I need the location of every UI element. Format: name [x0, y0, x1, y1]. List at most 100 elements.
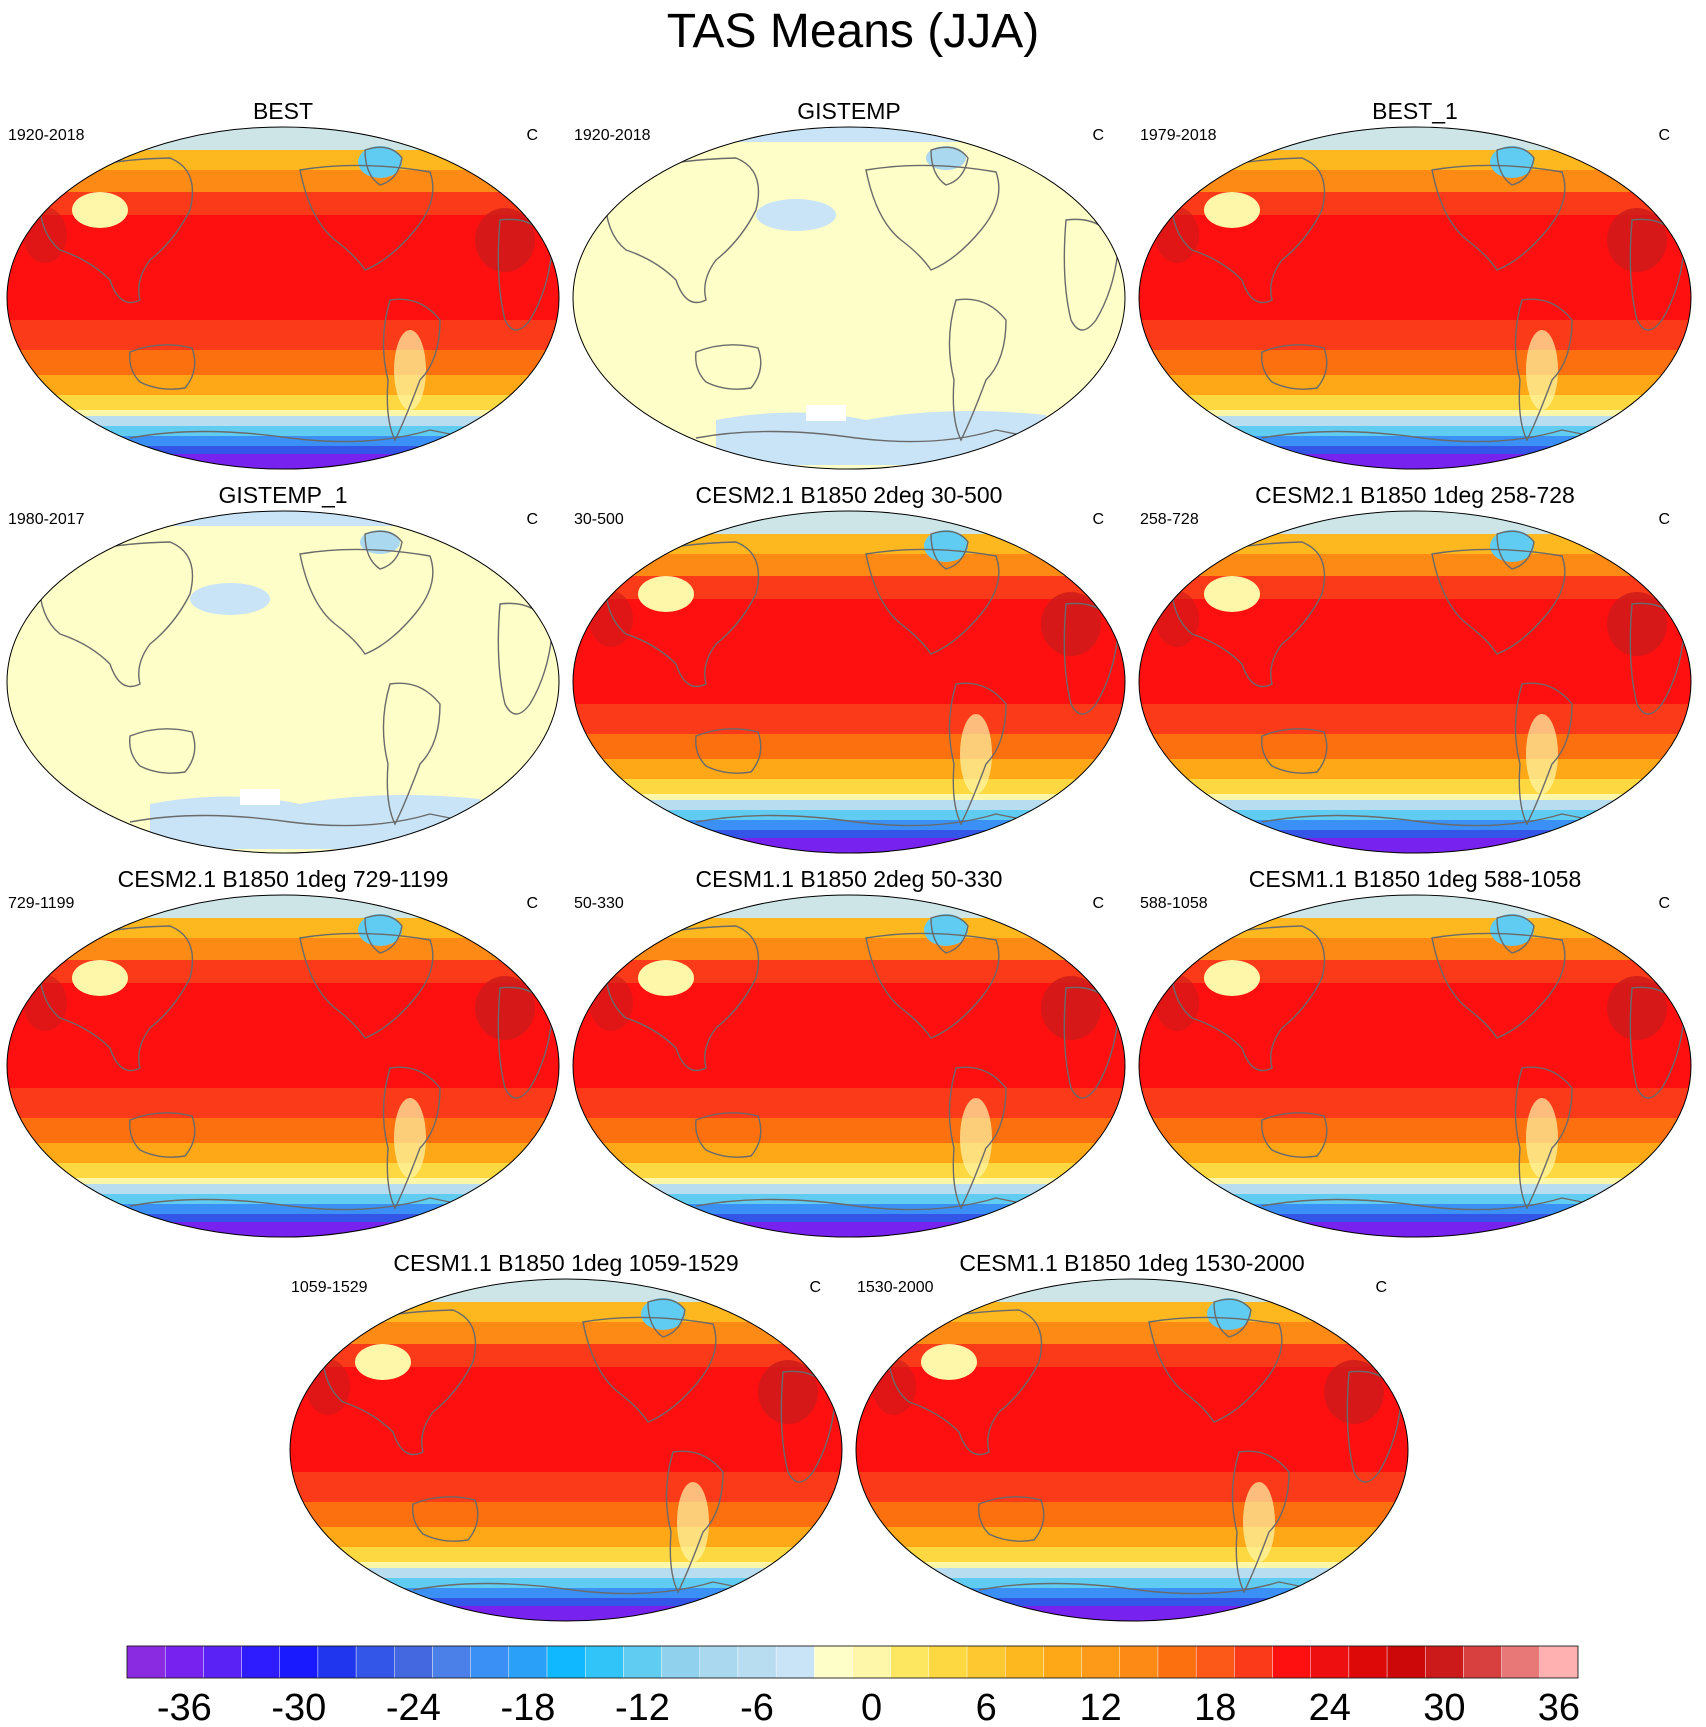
map-panel: GISTEMP_1 1980-2017 C	[0, 482, 566, 862]
colorbar-tick-label: 30	[1423, 1687, 1465, 1727]
panel-title: GISTEMP	[797, 98, 901, 124]
panel-title: BEST	[252, 98, 314, 124]
colorbar-bin	[737, 1645, 777, 1679]
map-panel: CESM1.1 B1850 2deg 50-330 50-330 C	[566, 866, 1132, 1246]
panel-title: CESM1.1 B1850 1deg 1059-1529	[393, 1250, 739, 1276]
coastline-asia	[38, 925, 194, 1072]
panel-title: CESM1.1 B1850 2deg 50-330	[695, 866, 1003, 892]
colorbar-tick-label: -18	[500, 1687, 555, 1727]
coastline-asia	[1170, 157, 1326, 304]
map-outline	[1138, 510, 1692, 854]
coastline-asia	[604, 925, 760, 1072]
panel-period: 258-728	[1140, 511, 1199, 528]
colorbar-bin	[203, 1645, 242, 1679]
colorbar-bin	[1043, 1645, 1082, 1679]
colorbar-bin	[966, 1645, 1006, 1679]
map-panel: GISTEMP 1920-2018 C	[566, 98, 1132, 478]
panel-unit: C	[1092, 895, 1104, 912]
panel-title: CESM1.1 B1850 1deg 588-1058	[1248, 866, 1582, 892]
colorbar-tick-label: 0	[861, 1687, 882, 1727]
panel-period: 588-1058	[1140, 895, 1208, 912]
panel-period: 1059-1529	[291, 1279, 368, 1296]
panel-title: CESM2.1 B1850 2deg 30-500	[695, 482, 1003, 508]
coastline-asia	[38, 157, 194, 304]
map-panel: BEST 1920-2018 C	[0, 98, 566, 478]
panel-unit: C	[1658, 127, 1670, 144]
map-outline	[1138, 894, 1692, 1238]
coastline-south-america	[1514, 682, 1573, 826]
panel-period: 1920-2018	[574, 127, 651, 144]
coastline-north-america	[299, 548, 434, 655]
coastline-greenland	[364, 914, 403, 954]
panel-unit: C	[526, 127, 538, 144]
colorbar: -36 -30 -24 -18 -12 -6 0 6 12 18 24 30 36	[126, 1645, 1580, 1727]
panel-period: 729-1199	[8, 895, 75, 912]
colorbar-bin	[775, 1645, 815, 1679]
panel-period: 1979-2018	[1140, 127, 1217, 144]
map-panel: CESM1.1 B1850 1deg 1059-1529 1059-1529 C	[283, 1250, 849, 1630]
colorbar-tick-label: 36	[1538, 1687, 1580, 1727]
panel-unit: C	[1092, 511, 1104, 528]
coastline-greenland	[1496, 530, 1535, 570]
colorbar-bin	[1081, 1645, 1120, 1679]
panel-unit: C	[526, 511, 538, 528]
map-panel: BEST_1 1979-2018 C	[1132, 98, 1698, 478]
colorbar-bin	[1425, 1645, 1464, 1679]
panel-period: 50-330	[574, 895, 624, 912]
coastline-north-america	[299, 932, 434, 1039]
coastline-north-america	[1431, 932, 1566, 1039]
coastline-australia	[129, 1112, 196, 1158]
colorbar-bin	[355, 1645, 395, 1679]
chart-title: TAS Means (JJA)	[666, 5, 1040, 58]
map-plot	[289, 1278, 843, 1622]
coastline-greenland	[1496, 146, 1535, 186]
coastline-south-america	[1514, 1066, 1573, 1210]
colorbar-bin	[1310, 1645, 1350, 1679]
coastline-south-america	[948, 1066, 1007, 1210]
colorbar-tick-label: 6	[976, 1687, 997, 1727]
coastline-south-america	[948, 682, 1007, 826]
panel-unit: C	[526, 895, 538, 912]
coastline-north-america	[865, 548, 1000, 655]
map-plot	[572, 894, 1126, 1238]
coastline-south-america	[1231, 1450, 1290, 1594]
coastline-north-america	[1431, 164, 1566, 271]
panel-period: 1530-2000	[857, 1279, 934, 1296]
coastline-south-america	[382, 1066, 441, 1210]
coastline-north-america	[865, 164, 1000, 271]
coastline-north-america	[1431, 548, 1566, 655]
colorbar-bin	[164, 1645, 204, 1679]
colorbar-bin	[1272, 1645, 1311, 1679]
colorbar-bin	[241, 1645, 280, 1679]
map-panel: CESM1.1 B1850 1deg 588-1058 588-1058 C	[1132, 866, 1698, 1246]
map-plot	[855, 1278, 1409, 1622]
coastline-south-america	[665, 1450, 724, 1594]
map-outline	[572, 126, 1126, 470]
map-panel: CESM2.1 B1850 2deg 30-500 30-500 C	[566, 482, 1132, 862]
panel-period: 1980-2017	[8, 511, 85, 528]
map-panel: CESM2.1 B1850 1deg 258-728 258-728 C	[1132, 482, 1698, 862]
coastline-australia	[412, 1496, 479, 1542]
map-plot	[6, 894, 560, 1238]
map-outline	[1138, 126, 1692, 470]
colorbar-bin	[1005, 1645, 1044, 1679]
panel-unit: C	[1375, 1279, 1387, 1296]
coastline-greenland	[1496, 914, 1535, 954]
map-plot	[1138, 510, 1692, 854]
map-panel: CESM1.1 B1850 1deg 1530-2000 1530-2000 C	[849, 1250, 1415, 1630]
colorbar-tick-label: 12	[1080, 1687, 1122, 1727]
coastline-greenland	[647, 1298, 686, 1338]
coastline-north-america	[582, 1316, 717, 1423]
coastline-australia	[1261, 1112, 1328, 1158]
colorbar-tick-label: -12	[615, 1687, 670, 1727]
coastline-australia	[695, 1112, 762, 1158]
colorbar-bin	[317, 1645, 357, 1679]
panel-period: 1920-2018	[8, 127, 85, 144]
panel-unit: C	[1092, 127, 1104, 144]
colorbar-bin	[1234, 1645, 1273, 1679]
colorbar-bin	[1539, 1645, 1579, 1679]
colorbar-bin	[126, 1645, 166, 1679]
map-plot	[1138, 126, 1692, 470]
colorbar-tick-label: -30	[271, 1687, 326, 1727]
colorbar-bin	[699, 1645, 739, 1679]
